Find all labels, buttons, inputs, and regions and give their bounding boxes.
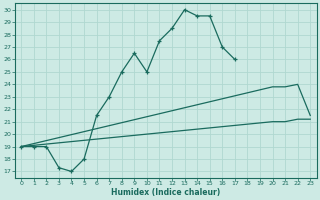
X-axis label: Humidex (Indice chaleur): Humidex (Indice chaleur) <box>111 188 220 197</box>
